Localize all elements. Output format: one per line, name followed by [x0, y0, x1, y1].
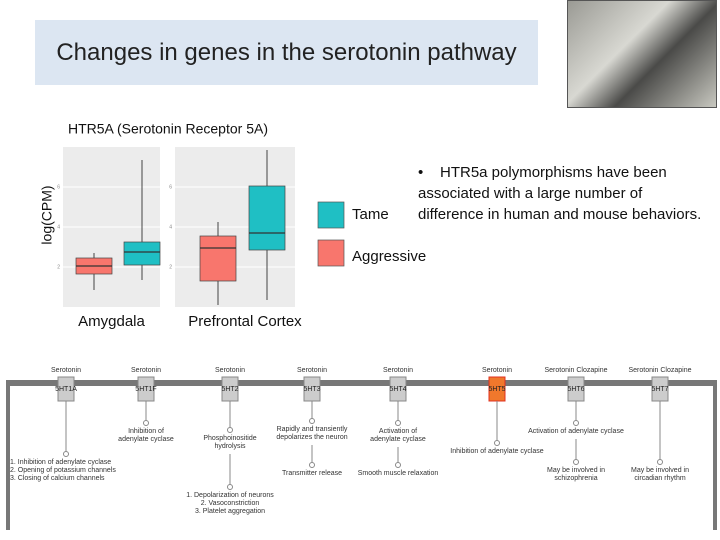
pathway-effect: schizophrenia	[554, 475, 597, 482]
receptor-name: 5HT1A	[55, 386, 77, 393]
y-tick-label: 4	[169, 224, 172, 230]
pathway-effect: Phosphoinositide	[203, 435, 256, 442]
box	[123, 241, 161, 266]
legend-label: Aggressive	[352, 248, 426, 265]
ligand: Serotonin Clozapine	[628, 367, 691, 374]
pathway-effect: hydrolysis	[214, 443, 246, 450]
arrow-head	[657, 459, 663, 465]
y-tick-label: 2	[169, 264, 172, 270]
ligand: Serotonin	[482, 367, 512, 374]
legend-swatch	[317, 239, 345, 267]
y-tick-label: 4	[57, 224, 60, 230]
arrow-head	[309, 462, 315, 468]
arrow-head	[573, 420, 579, 426]
pathway-effect: 3. Closing of calcium channels	[10, 475, 105, 482]
arrow-head	[227, 484, 233, 490]
pathway-effect: May be involved in	[547, 467, 605, 474]
ligand: Serotonin	[215, 367, 245, 374]
pathway-effect: 1. Depolarization of neurons	[186, 492, 274, 499]
x-tick-label: Amygdala	[78, 313, 145, 330]
arrow-head	[227, 427, 233, 433]
arrow-head	[395, 420, 401, 426]
receptor-name: 5HT1F	[135, 386, 156, 393]
legend-swatch	[317, 201, 345, 229]
pathway-effect: depolarizes the neuron	[276, 434, 347, 441]
pathway-effect: Transmitter release	[282, 470, 342, 477]
ligand: Serotonin	[131, 367, 161, 374]
receptor-name: 5HT5	[488, 386, 505, 393]
arrow-head	[63, 451, 69, 457]
y-tick-label: 6	[169, 184, 172, 190]
pathway-effect: adenylate cyclase	[370, 436, 426, 443]
pathway-effect: adenylate cyclase	[118, 436, 174, 443]
y-axis-label: log(CPM)	[39, 185, 55, 244]
chart-title: HTR5A (Serotonin Receptor 5A)	[68, 121, 268, 137]
bullet: HTR5a polymorphisms have been associated…	[418, 162, 708, 225]
pathway-effect: Inhibition of adenylate cyclase	[450, 448, 543, 455]
arrow-head	[309, 418, 315, 424]
receptor-name: 5HT2	[221, 386, 238, 393]
membrane	[8, 380, 715, 386]
pathway-effect: 2. Vasoconstriction	[201, 500, 260, 507]
pathway-effect: Rapidly and transiently	[277, 426, 348, 433]
arrow-head	[494, 440, 500, 446]
ligand: Serotonin Clozapine	[544, 367, 607, 374]
x-tick-label: Prefrontal Cortex	[188, 313, 302, 330]
legend-label: Tame	[352, 206, 389, 223]
y-tick-label: 2	[57, 264, 60, 270]
pathway-effect: 1. Inhibition of adenylate cyclase	[10, 459, 111, 466]
arrow-head	[143, 420, 149, 426]
pathway-effect: 3. Platelet aggregation	[195, 508, 265, 515]
pathway-effect: Smooth muscle relaxation	[358, 470, 439, 477]
arrow-head	[573, 459, 579, 465]
receptor-name: 5HT6	[567, 386, 584, 393]
ligand: Serotonin	[297, 367, 327, 374]
pathway-effect: May be involved in	[631, 467, 689, 474]
y-tick-label: 6	[57, 184, 60, 190]
pathway-effect: Activation of adenylate cyclase	[528, 428, 624, 435]
box	[199, 235, 237, 282]
ligand: Serotonin	[383, 367, 413, 374]
notes: HTR5a polymorphisms have been associated…	[418, 162, 708, 225]
pathway-effect: circadian rhythm	[634, 475, 686, 482]
box	[248, 185, 286, 251]
receptor-name: 5HT7	[651, 386, 668, 393]
receptor-name: 5HT4	[389, 386, 406, 393]
dog-photo	[567, 0, 717, 108]
pathway-effect: 2. Opening of potassium channels	[10, 467, 116, 474]
arrow-head	[395, 462, 401, 468]
ligand: Serotonin	[51, 367, 81, 374]
pathway-effect: Inhibition of	[128, 428, 164, 435]
receptor-name: 5HT3	[303, 386, 320, 393]
pathway-effect: Activation of	[379, 428, 417, 435]
slide-title: Changes in genes in the serotonin pathwa…	[35, 20, 538, 85]
